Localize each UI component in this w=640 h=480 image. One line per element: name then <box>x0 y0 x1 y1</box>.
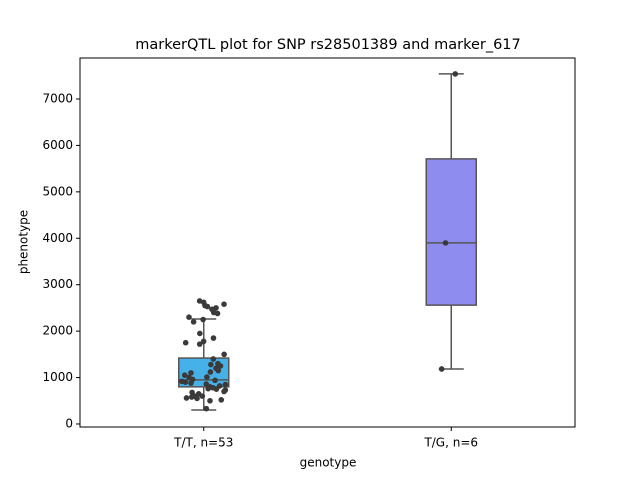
point <box>438 366 445 372</box>
point <box>222 381 229 388</box>
point <box>221 301 227 308</box>
point <box>221 388 227 395</box>
point <box>221 351 227 358</box>
point <box>218 397 225 403</box>
plot-frame <box>79 57 576 428</box>
point <box>203 405 210 412</box>
point <box>197 330 203 337</box>
point <box>442 240 449 246</box>
y-tick-label: 4000 <box>42 231 73 245</box>
point <box>217 363 224 369</box>
point <box>213 386 220 392</box>
point <box>204 303 211 310</box>
y-axis-label: phenotype <box>17 210 31 274</box>
point <box>188 380 194 386</box>
x-axis-label: genotype <box>300 456 357 470</box>
point <box>200 316 206 323</box>
point <box>212 377 218 384</box>
box <box>425 158 477 306</box>
point <box>181 372 188 379</box>
x-tick-label: T/T, n=53 <box>173 436 233 450</box>
point <box>204 374 210 380</box>
point <box>214 310 221 317</box>
point <box>190 319 197 325</box>
y-tick-label: 0 <box>65 416 73 430</box>
point <box>199 393 206 399</box>
y-tick-label: 7000 <box>42 91 73 105</box>
point <box>183 395 190 401</box>
point <box>196 341 203 347</box>
y-tick-label: 6000 <box>42 138 73 152</box>
x-tick-label: T/G, n=6 <box>423 436 478 450</box>
point <box>210 335 217 341</box>
point <box>182 379 189 385</box>
point <box>207 369 214 375</box>
y-tick-label: 2000 <box>42 324 73 338</box>
point <box>215 367 222 374</box>
y-tick-label: 3000 <box>42 277 73 291</box>
point <box>194 395 200 402</box>
point <box>203 381 210 387</box>
y-tick-label: 5000 <box>42 184 73 198</box>
chart-title: markerQTL plot for SNP rs28501389 and ma… <box>135 37 521 53</box>
point <box>205 385 211 392</box>
point <box>186 314 192 321</box>
y-tick-label: 1000 <box>42 370 73 384</box>
point <box>188 370 194 376</box>
point <box>196 298 203 304</box>
point <box>210 356 217 362</box>
point <box>207 397 213 404</box>
point <box>452 71 459 77</box>
point <box>182 339 189 346</box>
point <box>208 361 214 368</box>
point <box>200 338 207 345</box>
point <box>188 394 195 400</box>
